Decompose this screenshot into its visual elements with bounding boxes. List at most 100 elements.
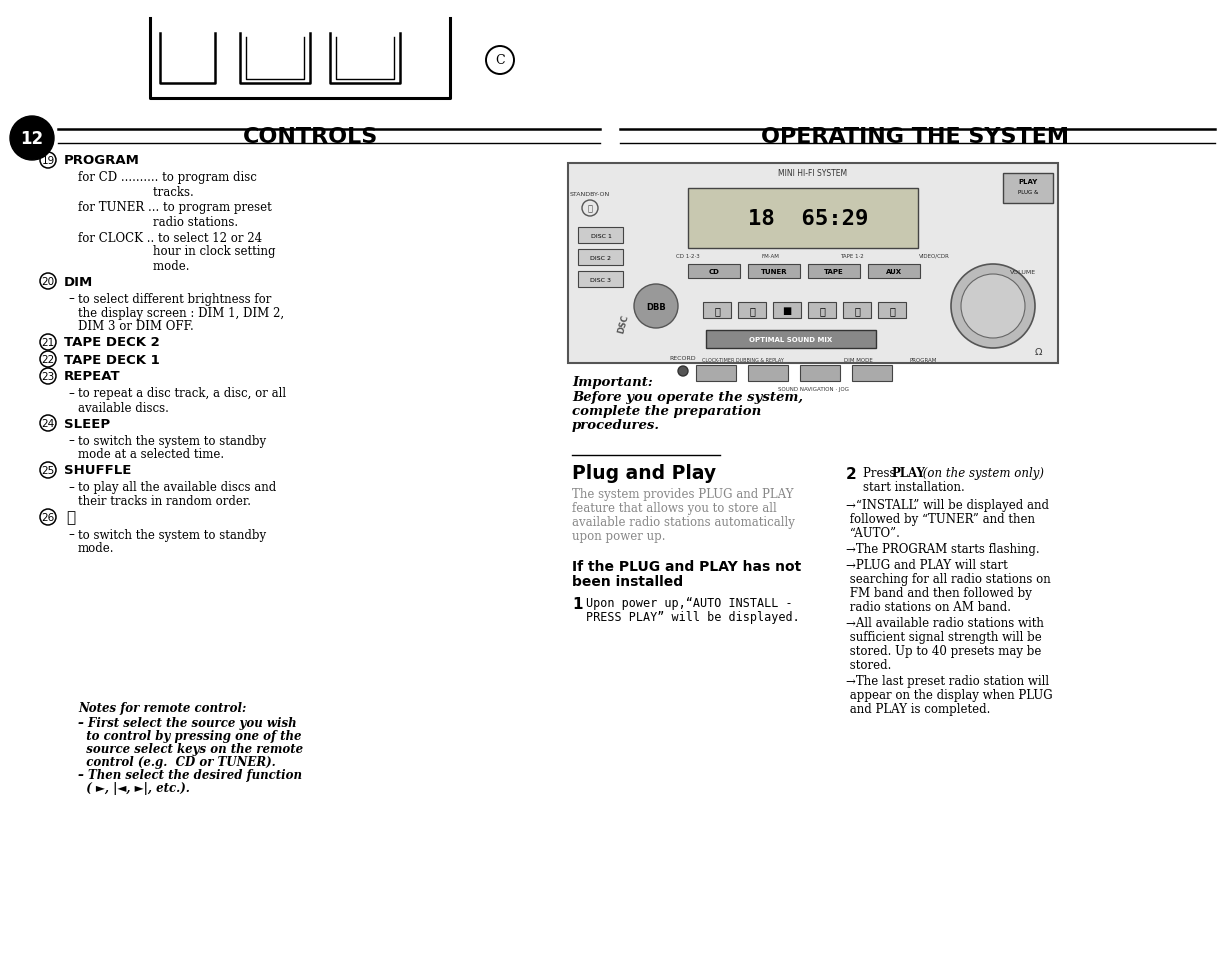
Text: mode at a selected time.: mode at a selected time. — [77, 448, 224, 461]
Text: Notes for remote control:: Notes for remote control: — [77, 701, 246, 714]
Text: →The last preset radio station will: →The last preset radio station will — [846, 675, 1049, 687]
Text: VIDEO/CDR: VIDEO/CDR — [919, 253, 950, 258]
Text: 18  65:29: 18 65:29 — [748, 209, 868, 229]
Text: AUX: AUX — [886, 269, 902, 274]
Text: –: – — [68, 528, 74, 541]
Text: VOLUME: VOLUME — [1010, 269, 1036, 274]
Text: for CD .......... to program disc: for CD .......... to program disc — [77, 172, 257, 184]
Text: TAPE: TAPE — [824, 269, 844, 274]
Bar — [696, 366, 736, 381]
Bar — [852, 366, 892, 381]
Text: sufficient signal strength will be: sufficient signal strength will be — [846, 630, 1042, 643]
Text: STANDBY-ON: STANDBY-ON — [569, 192, 610, 196]
Text: OPTIMAL SOUND MIX: OPTIMAL SOUND MIX — [749, 336, 833, 343]
Text: →All available radio stations with: →All available radio stations with — [846, 617, 1044, 629]
Text: ⏻: ⏻ — [588, 204, 593, 213]
Text: for CLOCK .. to select 12 or 24: for CLOCK .. to select 12 or 24 — [77, 232, 262, 244]
Bar — [808, 303, 836, 318]
Text: appear on the display when PLUG: appear on the display when PLUG — [846, 688, 1053, 701]
Circle shape — [951, 265, 1034, 349]
Text: for TUNER ... to program preset: for TUNER ... to program preset — [77, 201, 272, 214]
Text: –: – — [68, 293, 74, 305]
Text: hour in clock setting: hour in clock setting — [77, 245, 276, 258]
Text: PROGRAM: PROGRAM — [64, 154, 140, 168]
Bar — [748, 366, 788, 381]
Text: their tracks in random order.: their tracks in random order. — [77, 495, 251, 508]
Text: 23: 23 — [42, 372, 54, 381]
Text: CD 1·2·3: CD 1·2·3 — [676, 253, 700, 258]
Text: stored. Up to 40 presets may be: stored. Up to 40 presets may be — [846, 644, 1042, 658]
Text: radio stations on AM band.: radio stations on AM band. — [846, 600, 1011, 614]
Text: to play all the available discs and: to play all the available discs and — [77, 481, 277, 494]
Text: ⏭: ⏭ — [889, 306, 895, 315]
Text: control (e.g.  CD or TUNER).: control (e.g. CD or TUNER). — [77, 755, 276, 768]
Text: Plug and Play: Plug and Play — [572, 463, 716, 482]
Text: DBB: DBB — [646, 302, 665, 312]
Text: to select different brightness for: to select different brightness for — [77, 293, 272, 305]
Text: and PLAY is completed.: and PLAY is completed. — [846, 702, 990, 716]
Text: FM·AM: FM·AM — [761, 253, 779, 258]
Text: “AUTO”.: “AUTO”. — [846, 526, 900, 539]
Text: 24: 24 — [42, 418, 54, 429]
Text: searching for all radio stations on: searching for all radio stations on — [846, 573, 1050, 585]
Text: Ω: Ω — [1034, 347, 1042, 356]
Text: 19: 19 — [42, 156, 54, 166]
Text: Upon power up,“AUTO INSTALL -: Upon power up,“AUTO INSTALL - — [585, 597, 792, 609]
Text: 12: 12 — [21, 130, 43, 148]
Bar — [568, 164, 1058, 364]
Text: TUNER: TUNER — [760, 269, 787, 274]
Text: complete the preparation: complete the preparation — [572, 405, 761, 417]
Text: DISC 3: DISC 3 — [590, 277, 611, 282]
Bar — [688, 265, 740, 278]
Text: CLOCK-TIMER DUBBING & REPLAY: CLOCK-TIMER DUBBING & REPLAY — [702, 357, 784, 362]
Text: start installation.: start installation. — [863, 480, 964, 494]
Text: Before you operate the system,: Before you operate the system, — [572, 391, 803, 403]
Bar — [688, 189, 918, 249]
Text: ⏮: ⏮ — [854, 306, 860, 315]
Text: SHUFFLE: SHUFFLE — [64, 464, 132, 477]
Circle shape — [10, 117, 54, 161]
Text: TAPE DECK 1: TAPE DECK 1 — [64, 354, 160, 366]
Bar — [738, 303, 766, 318]
Text: source select keys on the remote: source select keys on the remote — [77, 742, 303, 755]
Text: 25: 25 — [42, 465, 54, 476]
Bar — [843, 303, 871, 318]
Text: The system provides PLUG and PLAY: The system provides PLUG and PLAY — [572, 488, 793, 500]
Circle shape — [961, 274, 1025, 338]
Bar — [800, 366, 840, 381]
Text: PRESS PLAY” will be displayed.: PRESS PLAY” will be displayed. — [585, 610, 800, 623]
Text: DISC 2: DISC 2 — [590, 255, 611, 260]
Text: REPEAT: REPEAT — [64, 370, 121, 383]
Text: →“INSTALL” will be displayed and: →“INSTALL” will be displayed and — [846, 498, 1049, 512]
Circle shape — [678, 367, 688, 376]
Text: available radio stations automatically: available radio stations automatically — [572, 516, 795, 529]
Text: PLUG &: PLUG & — [1017, 190, 1038, 194]
Text: ( ►, |◄, ►|, etc.).: ( ►, |◄, ►|, etc.). — [77, 781, 189, 794]
Text: –: – — [68, 387, 74, 400]
Text: upon power up.: upon power up. — [572, 530, 665, 542]
Text: stored.: stored. — [846, 659, 892, 671]
Text: 22: 22 — [42, 355, 54, 365]
Bar — [868, 265, 920, 278]
Text: DIM: DIM — [64, 275, 93, 288]
Text: C: C — [496, 54, 504, 68]
Text: ⏪: ⏪ — [715, 306, 720, 315]
Bar — [578, 272, 624, 288]
Text: CD: CD — [708, 269, 720, 274]
Bar — [748, 265, 800, 278]
Text: 2: 2 — [846, 467, 857, 481]
Text: MINI HI-FI SYSTEM: MINI HI-FI SYSTEM — [779, 170, 847, 178]
Text: followed by “TUNER” and then: followed by “TUNER” and then — [846, 513, 1034, 525]
Text: 21: 21 — [42, 337, 54, 348]
Text: – First select the source you wish: – First select the source you wish — [77, 717, 296, 729]
Text: PLAY: PLAY — [1018, 179, 1038, 185]
Text: OPERATING THE SYSTEM: OPERATING THE SYSTEM — [761, 127, 1069, 147]
Text: ⏻: ⏻ — [66, 510, 75, 525]
Text: procedures.: procedures. — [572, 418, 661, 432]
Circle shape — [633, 285, 678, 329]
Text: →The PROGRAM starts flashing.: →The PROGRAM starts flashing. — [846, 542, 1039, 556]
Text: PLAY: PLAY — [891, 467, 925, 479]
Text: ⏩: ⏩ — [749, 306, 755, 315]
Bar — [772, 303, 801, 318]
Text: 20: 20 — [42, 276, 54, 287]
